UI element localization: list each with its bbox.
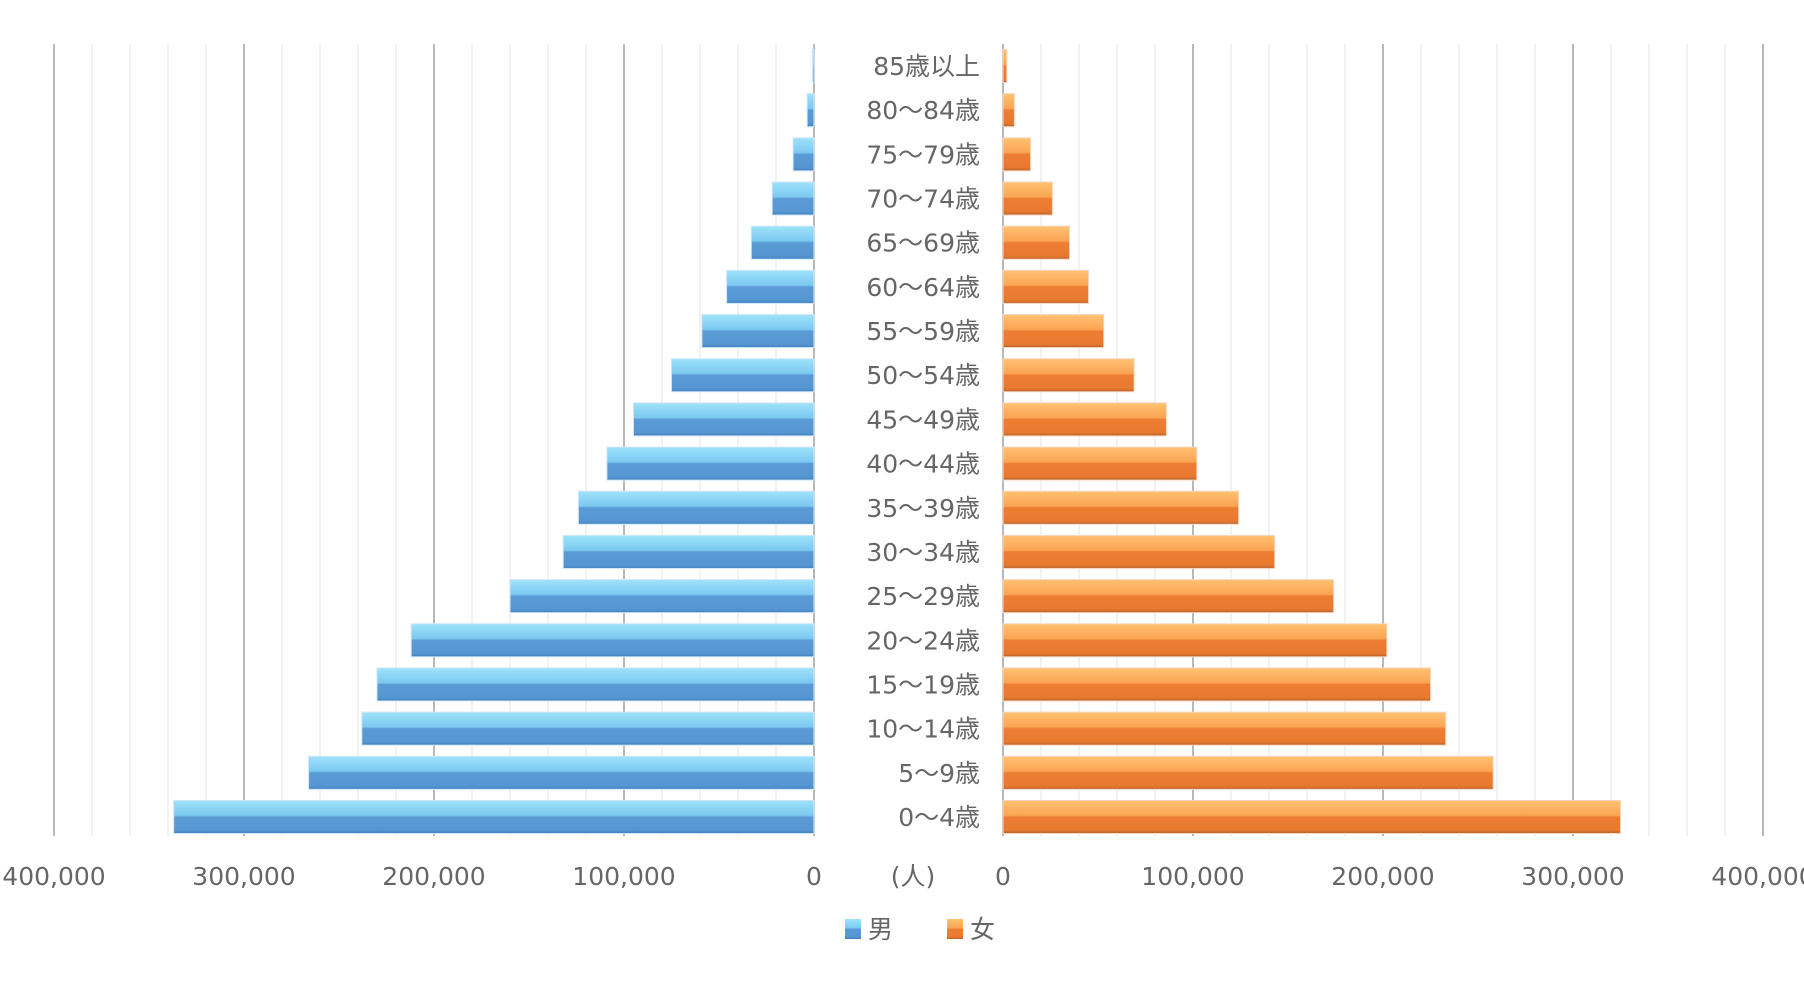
category-label: 0〜4歳 [898,803,980,832]
category-label: 65〜69歳 [866,229,980,258]
legend: 男 女 [845,915,995,944]
legend-label-male: 男 [868,915,893,944]
bar-female [1002,711,1447,746]
bar-male [606,446,815,481]
legend-swatch-female [947,919,963,939]
category-label: 70〜74歳 [866,185,980,214]
bar-female [1002,446,1198,481]
bar-female [1002,93,1015,128]
bar-male [577,490,815,525]
tick-label-right: 400,000 [1711,862,1804,891]
bar-male [410,623,815,658]
bar-female [1002,314,1105,349]
bar-male [792,137,815,172]
bar-male [811,49,815,83]
bar-male [633,402,815,437]
tick-label-left: 200,000 [382,862,485,891]
tick-label-left: 400,000 [2,862,105,891]
tick-label-left: 100,000 [572,862,675,891]
bar-female [1002,755,1494,790]
category-label: 15〜19歳 [866,670,980,699]
category-label: 80〜84歳 [866,96,980,125]
category-label: 10〜14歳 [866,715,980,744]
bar-male [806,93,815,128]
bar-female [1002,269,1089,304]
tick-label-left: 300,000 [192,862,295,891]
category-label: 20〜24歳 [866,626,980,655]
category-label: 75〜79歳 [866,140,980,169]
tick-label-right: 100,000 [1141,862,1244,891]
category-label: 60〜64歳 [866,273,980,302]
tick-label-right: 0 [995,862,1011,891]
bar-male [509,579,815,614]
category-label: 85歳以上 [873,52,980,81]
category-label: 30〜34歳 [866,538,980,567]
bars [173,49,1621,834]
category-label: 35〜39歳 [866,494,980,523]
bar-male [671,358,815,393]
tick-label-right: 300,000 [1521,862,1624,891]
bar-male [726,269,815,304]
bar-male [750,225,815,260]
bar-male [361,711,815,746]
category-labels: 85歳以上 80〜84歳 75〜79歳 70〜74歳 65〜69歳 60〜64歳 55〜59… [866,52,980,832]
bar-female [1002,534,1276,569]
bar-female [1002,667,1431,702]
gridlines [53,44,1764,836]
legend-label-female: 女 [970,915,995,944]
category-label: 55〜59歳 [866,317,980,346]
axis-tick-labels: 400,000 300,000 200,000 100,000 0 0 100,000 200… [2,862,1804,891]
category-label: 50〜54歳 [866,361,980,390]
bar-female [1002,49,1008,83]
legend-swatch-male [845,919,861,939]
bar-female [1002,225,1070,260]
bar-male [376,667,815,702]
bar-female [1002,402,1167,437]
bar-female [1002,137,1032,172]
bar-female [1002,490,1240,525]
bar-female [1002,358,1135,393]
unit-label: (人) [891,862,936,891]
bar-female [1002,181,1053,216]
bar-female [1002,800,1621,834]
category-label: 40〜44歳 [866,450,980,479]
tick-label-left: 0 [806,862,822,891]
bar-female [1002,579,1335,614]
category-label: 5〜9歳 [898,759,980,788]
bar-male [308,755,815,790]
bar-male [562,534,815,569]
bar-male [771,181,815,216]
category-label: 25〜29歳 [866,582,980,611]
tick-label-right: 200,000 [1331,862,1434,891]
bar-male [173,800,815,834]
bar-female [1002,623,1388,658]
bar-male [701,314,815,349]
category-label: 45〜49歳 [866,405,980,434]
